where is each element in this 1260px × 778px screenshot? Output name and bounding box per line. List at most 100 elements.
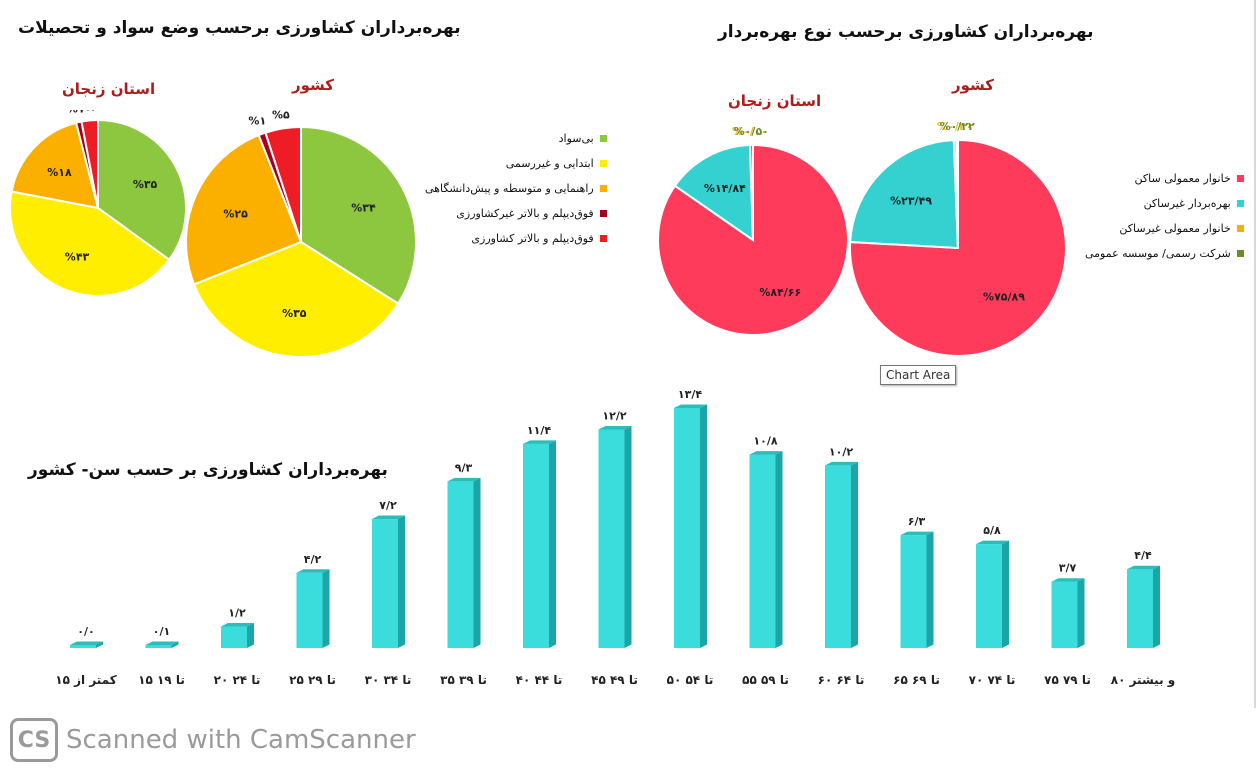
legend-label: خانوار معمولی غیرساکن	[1119, 222, 1231, 235]
bar-side	[851, 461, 858, 648]
pie-slice	[10, 121, 100, 210]
bar-category-label: ۶۰ تا ۶۴	[818, 673, 865, 687]
bar	[70, 645, 96, 648]
bar-category-label: ۲۰ تا ۲۴	[214, 673, 261, 687]
bar-top	[296, 569, 330, 573]
legend-swatch	[599, 135, 607, 142]
pie-slice-label: %۰/۵۰	[734, 125, 769, 138]
bar-value-label: ۳/۷	[1059, 562, 1077, 575]
pie-slice-label: %۰/۰۰	[732, 125, 767, 138]
bar-value-label: ۱۳/۴	[678, 388, 702, 401]
pie-slice-label: %۲۵	[223, 208, 248, 221]
bar-top	[749, 451, 783, 455]
chart-area-tooltip: Chart Area	[880, 365, 957, 385]
edu-zanjan-subtitle: استان زنجان	[62, 80, 156, 98]
bar-category-label: ۷۰ تا ۷۴	[969, 673, 1016, 687]
camscanner-logo: CS	[10, 718, 58, 762]
pie-slice-label: %۳۵	[133, 178, 158, 191]
legend-item: بی‌سواد	[425, 126, 607, 151]
bar-side	[247, 623, 254, 648]
type-zanjan-subtitle: استان زنجان	[728, 92, 822, 110]
pie-slice-label: %۴۳	[65, 250, 90, 263]
bar-value-label: ۱۰/۲	[829, 445, 853, 458]
bar-value-label: ۱۲/۲	[602, 409, 626, 422]
legend-label: بهره‌بردار غیرساکن	[1143, 197, 1231, 210]
bar	[1051, 581, 1078, 648]
bar-top	[825, 461, 858, 466]
bar-top	[523, 440, 556, 444]
pie-slice	[185, 133, 303, 286]
bar-top	[900, 531, 934, 536]
bar-value-label: ۱۱/۴	[527, 424, 551, 437]
bar-category-label: ۳۵ تا ۳۹	[440, 673, 487, 687]
bar	[221, 626, 247, 648]
bar-side	[624, 425, 632, 648]
pie-slice	[192, 240, 400, 358]
pie-slice	[673, 144, 755, 242]
type-chart-title: بهره‌برداران کشاورزی برحسب نوع بهره‌بردا…	[718, 22, 1094, 42]
right-border	[1254, 0, 1256, 708]
bar-value-label: ۱۰/۸	[753, 435, 777, 448]
age-bar-chart: ۰/۰ کمتر از ۱۵ ۰/۱ ۱۵ تا ۱۹ ۱/۲ ۲۰ تا ۲۴ ۴/۲ ۲۵…	[55, 388, 1175, 688]
bar-side	[549, 440, 556, 648]
pie-slice-label: %۵	[272, 109, 290, 122]
legend-item: ابتدایی و غیررسمی	[425, 151, 607, 176]
bar-top	[1051, 578, 1085, 582]
bar-value-label: ۶/۳	[908, 515, 926, 528]
bar-value-label: ۴/۴	[1134, 549, 1152, 562]
bar	[523, 443, 549, 648]
bar	[598, 429, 625, 648]
bar	[447, 481, 474, 648]
pie-slice	[748, 143, 754, 241]
pie-slice-label: %۱۸	[47, 166, 72, 179]
legend-swatch	[599, 160, 607, 167]
bar-category-label: ۳۰ تا ۳۴	[365, 673, 412, 687]
bar-value-label: ۷/۲	[379, 499, 397, 512]
type-legend: خانوار معمولی ساکن بهره‌بردار غیرساکن خانو…	[1085, 166, 1244, 266]
edu-legend: بی‌سواد ابتدایی و غیررسمی راهنمایی و متوسط…	[425, 126, 607, 251]
legend-label: شرکت رسمی/ موسسه عمومی	[1085, 247, 1231, 260]
legend-label: فوق‌دیپلم و بالاتر کشاورزی	[471, 232, 594, 245]
bar-side	[96, 641, 103, 648]
watermark-text: Scanned with CamScanner	[66, 725, 416, 755]
bar	[674, 408, 700, 648]
pie-slice	[80, 118, 99, 209]
legend-item: بهره‌بردار غیرساکن	[1085, 191, 1244, 216]
pie-slice-label: %۰/۴۰	[937, 120, 972, 133]
edu-chart-title: بهره‌برداران کشاورزی برحسب وضع سواد و تح…	[18, 18, 461, 38]
pie-slice-label: %۳۴	[351, 202, 376, 215]
bar-top	[447, 477, 481, 482]
pie-slice-label: %۱۴/۸۴	[704, 182, 746, 195]
bar	[145, 645, 172, 648]
bar-side	[700, 404, 707, 648]
bar-value-label: ۴/۲	[304, 553, 322, 566]
bar-side	[1153, 565, 1160, 648]
pie-slice	[955, 138, 959, 249]
bar-side	[1002, 540, 1009, 648]
bar-category-label: ۵۰ تا ۵۴	[667, 673, 714, 687]
legend-swatch	[599, 235, 607, 242]
pie-slice-label: %۳۵	[282, 307, 307, 320]
legend-swatch	[1236, 225, 1244, 232]
pie-type-zanjan: %۸۴/۶۶ %۱۴/۸۴ %۰/۰۰%۰/۵۰	[657, 125, 849, 336]
bar-category-label: ۴۵ تا ۴۹	[591, 673, 638, 687]
bar-side	[926, 531, 934, 648]
pie-type-country: %۷۵/۸۹ %۲۳/۴۹ %۰/۴۰%۰/۲۲	[850, 120, 1067, 357]
bar-top	[976, 540, 1009, 545]
bar-top	[674, 404, 707, 408]
bar-category-label: کمتر از ۱۵	[55, 673, 116, 687]
bar-value-label: ۹/۳	[455, 461, 473, 474]
bar-value-label: ۵/۸	[983, 524, 1001, 537]
legend-label: ابتدایی و غیررسمی	[505, 157, 594, 170]
bar	[976, 544, 1002, 648]
bar-value-label: ۰/۱	[153, 625, 170, 638]
edu-country-subtitle: کشور	[292, 76, 335, 94]
pie-slice-label: %۰/۲۲	[940, 120, 975, 133]
bar-top	[145, 641, 179, 645]
bar-value-label: ۰/۰	[77, 625, 94, 638]
pie-edu-country: %۳۴ %۳۵ %۲۵ %۱ %۵	[185, 109, 417, 358]
bar-top	[372, 515, 405, 520]
bar-side	[775, 451, 783, 648]
bar-top	[70, 641, 103, 645]
legend-label: راهنمایی و متوسطه و پیش‌دانشگاهی	[425, 182, 594, 195]
